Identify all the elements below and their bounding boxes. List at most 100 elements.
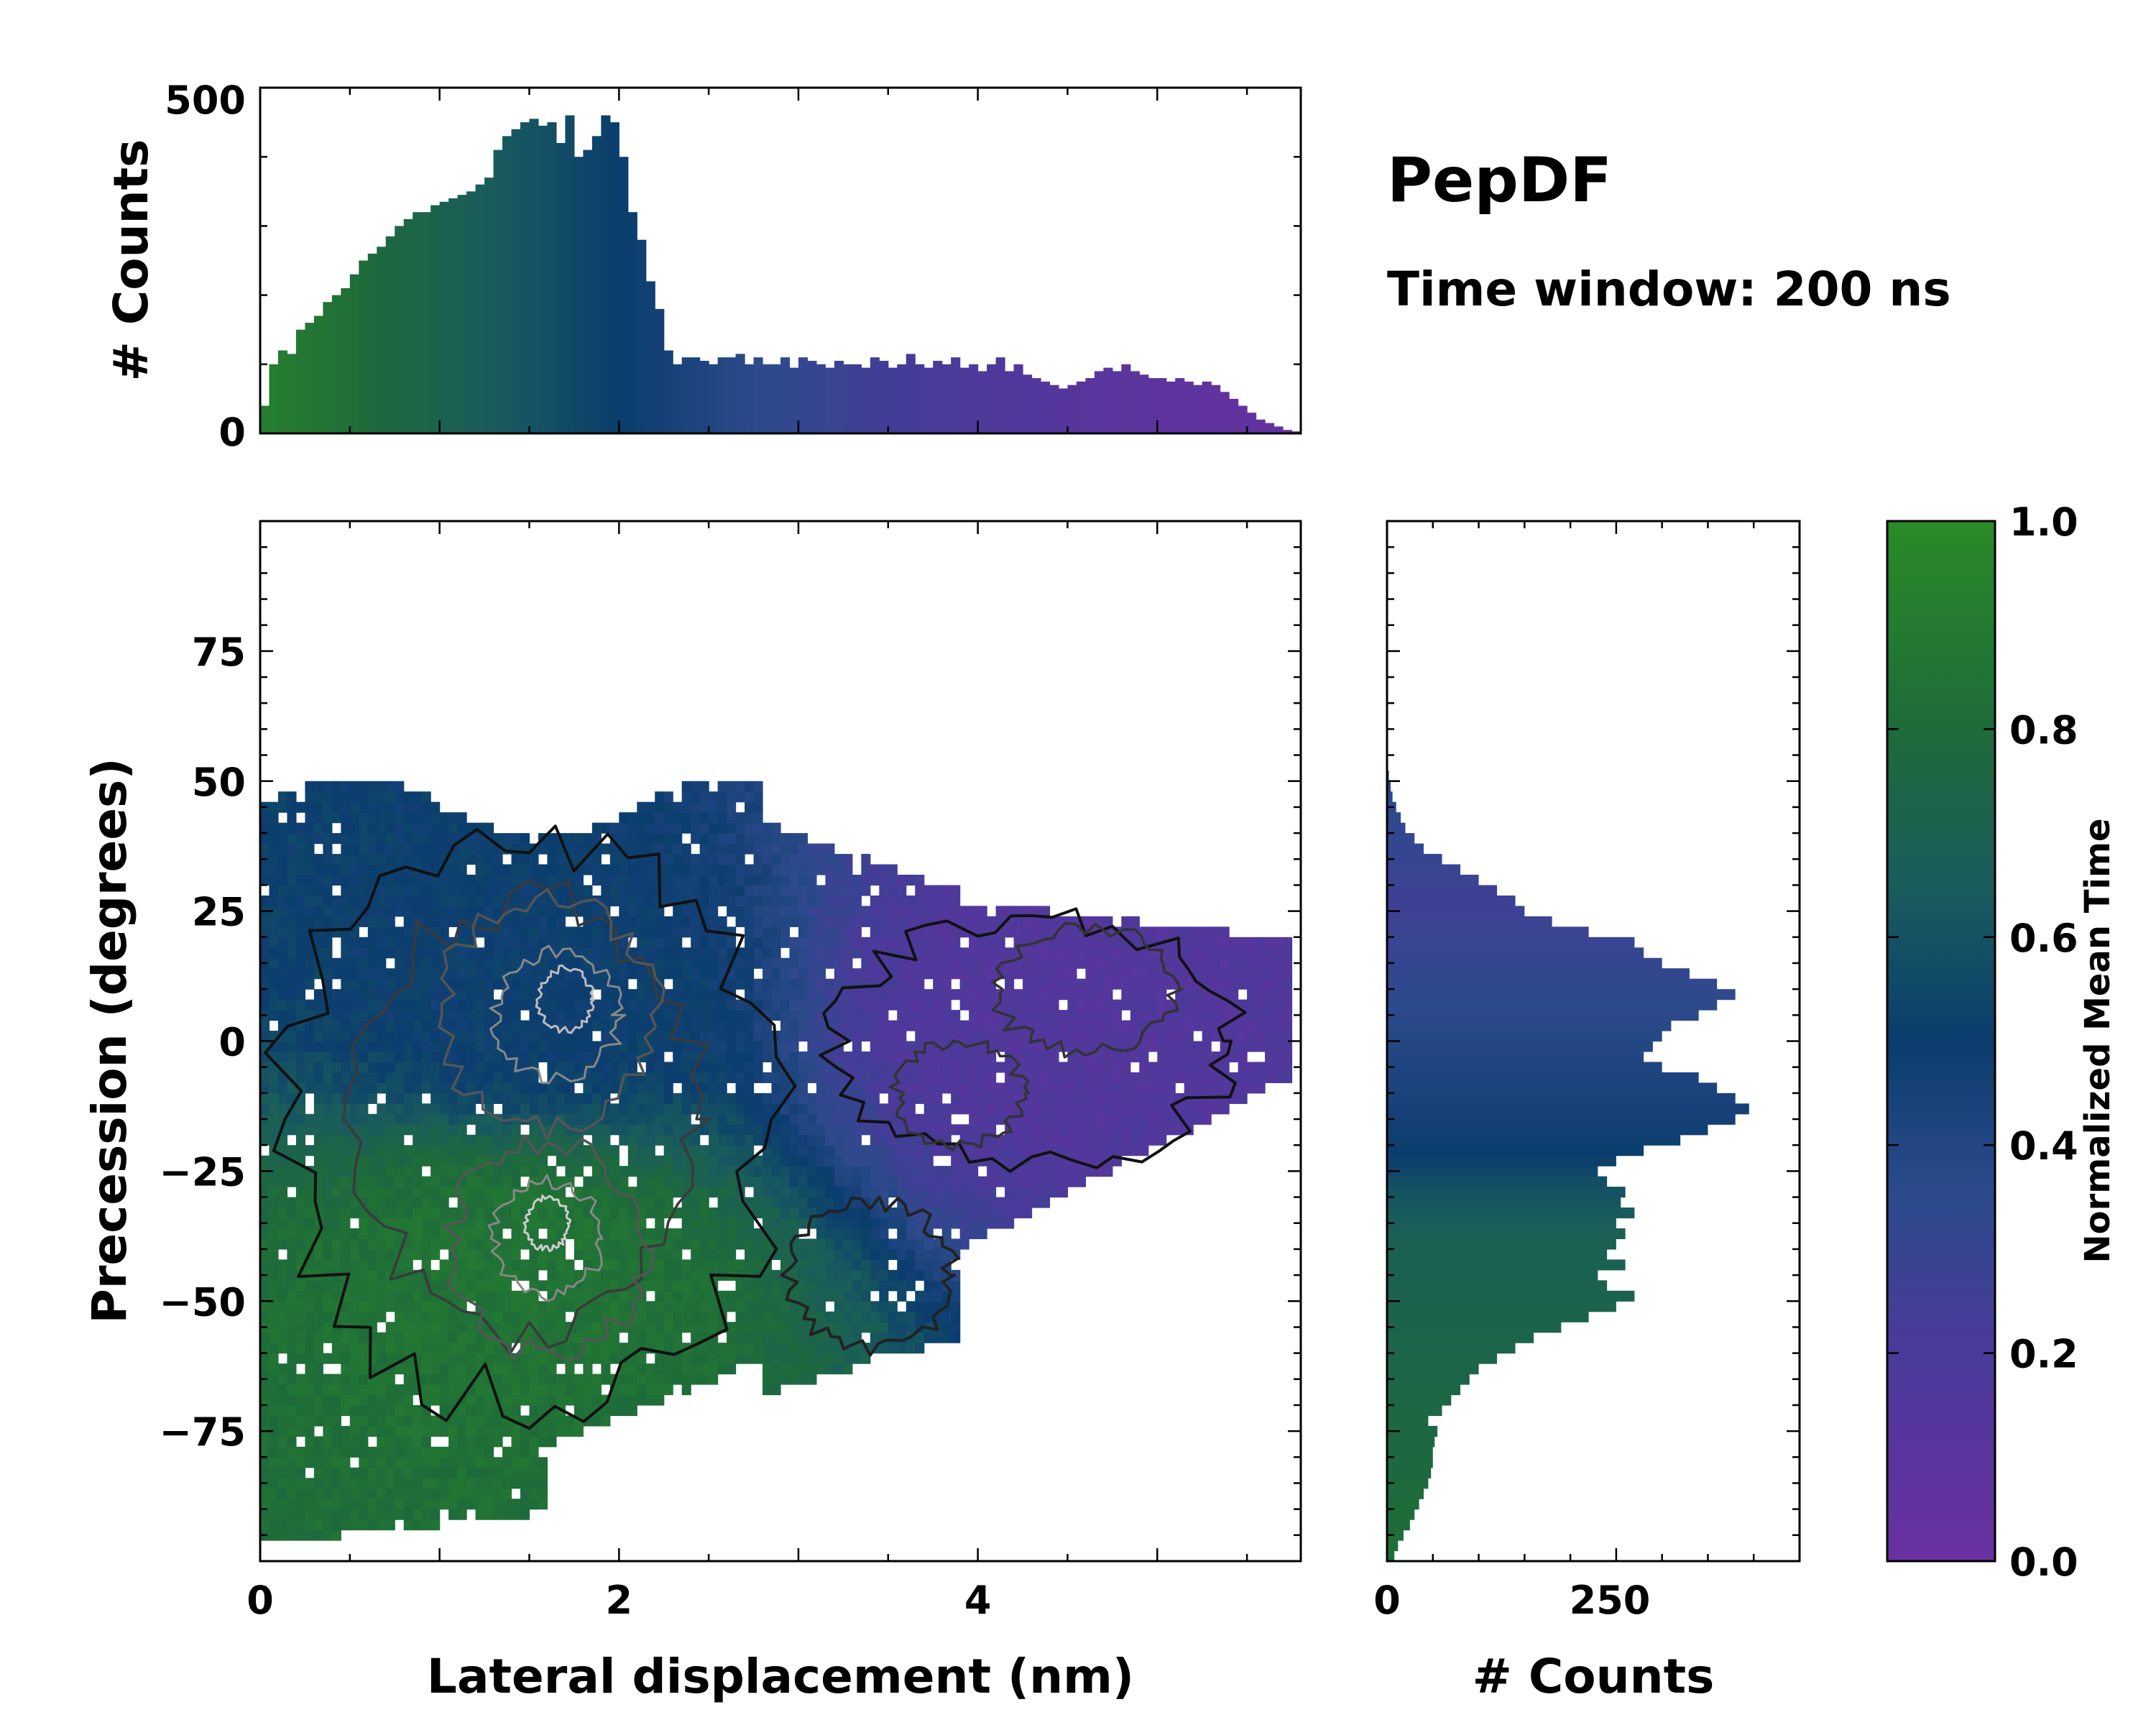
heatmap-cell — [727, 1092, 737, 1104]
heatmap-cell — [502, 1446, 512, 1458]
heatmap-cell — [897, 1269, 907, 1281]
heatmap-cell — [933, 885, 943, 896]
heatmap-cell — [367, 1166, 377, 1177]
heatmap-cell — [798, 1269, 808, 1281]
heatmap-cell — [771, 864, 781, 875]
heatmap-cell — [359, 1020, 369, 1031]
heatmap-cell — [269, 1269, 279, 1281]
heatmap-cell — [529, 978, 539, 990]
heatmap-cell — [609, 854, 619, 865]
heatmap-cell — [933, 1124, 943, 1136]
heatmap-cell — [529, 1301, 539, 1312]
heatmap-cell — [331, 989, 341, 1000]
heatmap-cell — [439, 1113, 449, 1125]
heatmap-cell — [987, 1103, 997, 1115]
heatmap-cell — [421, 1343, 431, 1354]
heatmap-cell — [1049, 1010, 1059, 1021]
heatmap-cell — [493, 854, 503, 865]
top-ytick-label-500: 500 — [165, 78, 246, 123]
heatmap-cell — [287, 1425, 297, 1437]
heatmap-cell — [771, 937, 781, 948]
heatmap-cell — [673, 874, 683, 886]
heatmap-cell — [466, 1488, 476, 1499]
heatmap-cell — [780, 1134, 791, 1146]
heatmap-cell — [260, 978, 270, 990]
heatmap-cell — [727, 895, 737, 906]
heatmap-cell — [475, 1404, 485, 1417]
heatmap-cell — [556, 1051, 566, 1063]
heatmap-cell — [439, 1228, 449, 1240]
heatmap-cell — [305, 1425, 315, 1437]
heatmap-cell — [780, 1020, 791, 1031]
top-histogram-bar — [987, 364, 997, 433]
top-histogram-bar — [573, 157, 584, 433]
heatmap-cell — [763, 1020, 773, 1031]
heatmap-cell — [277, 1134, 288, 1146]
heatmap-cell — [385, 1208, 395, 1219]
heatmap-cell — [709, 1155, 719, 1167]
heatmap-cell — [295, 1062, 306, 1073]
heatmap-cell — [331, 1509, 341, 1520]
heatmap-cell — [484, 1446, 494, 1458]
heatmap-cell — [609, 864, 619, 875]
heatmap-cell — [969, 1051, 979, 1063]
heatmap-cell — [735, 895, 745, 906]
heatmap-cell — [439, 1269, 449, 1281]
heatmap-cell — [879, 1322, 889, 1333]
heatmap-cell — [699, 1187, 709, 1198]
heatmap-cell — [565, 1290, 575, 1302]
heatmap-cell — [520, 1020, 530, 1031]
heatmap-cell — [287, 854, 297, 865]
heatmap-cell — [305, 999, 315, 1011]
heatmap-cell — [457, 1259, 467, 1271]
heatmap-cell — [529, 1228, 539, 1240]
heatmap-cell — [798, 906, 808, 917]
heatmap-cell — [735, 968, 745, 980]
heatmap-cell — [413, 1311, 423, 1322]
heatmap-cell — [727, 1176, 737, 1187]
heatmap-cell — [349, 1145, 359, 1156]
heatmap-cell — [645, 1134, 655, 1146]
heatmap-cell — [367, 864, 377, 875]
heatmap-cell — [403, 1166, 413, 1177]
heatmap-cell — [359, 1457, 369, 1468]
heatmap-cell — [565, 1113, 575, 1125]
heatmap-cell — [888, 1343, 898, 1354]
heatmap-cell — [269, 864, 279, 875]
heatmap-cell — [313, 1353, 323, 1364]
heatmap-cell — [1023, 1145, 1033, 1156]
heatmap-cell — [421, 1031, 431, 1042]
heatmap-cell — [395, 1176, 405, 1187]
heatmap-cell — [663, 1259, 673, 1271]
heatmap-cell — [870, 968, 880, 980]
heatmap-cell — [457, 1051, 467, 1063]
heatmap-cell — [395, 1134, 405, 1146]
heatmap-cell — [915, 1311, 925, 1322]
heatmap-cell — [699, 1082, 709, 1094]
heatmap-cell — [305, 1187, 315, 1198]
heatmap-cell — [619, 978, 629, 990]
heatmap-cell — [359, 1446, 369, 1458]
heatmap-cell — [1031, 999, 1041, 1011]
heatmap-cell — [1005, 989, 1015, 1000]
heatmap-cell — [385, 1197, 395, 1208]
heatmap-cell — [627, 1259, 637, 1271]
heatmap-cell — [861, 1113, 871, 1125]
heatmap-cell — [331, 1415, 341, 1427]
heatmap-cell — [457, 1020, 467, 1031]
heatmap-cell — [601, 1238, 611, 1250]
heatmap-cell — [484, 1488, 494, 1499]
heatmap-cell — [430, 1415, 441, 1427]
heatmap-cell — [287, 1072, 297, 1083]
heatmap-cell — [511, 1499, 521, 1510]
heatmap-cell — [663, 1248, 673, 1260]
heatmap-cell — [591, 874, 602, 886]
heatmap-cell — [645, 1208, 655, 1219]
heatmap-cell — [763, 916, 773, 927]
heatmap-cell — [395, 1092, 405, 1104]
heatmap-cell — [825, 1155, 835, 1167]
heatmap-cell — [753, 1176, 763, 1187]
heatmap-cell — [601, 1208, 611, 1219]
heatmap-cell — [619, 1248, 629, 1260]
heatmap-cell — [367, 1488, 377, 1499]
